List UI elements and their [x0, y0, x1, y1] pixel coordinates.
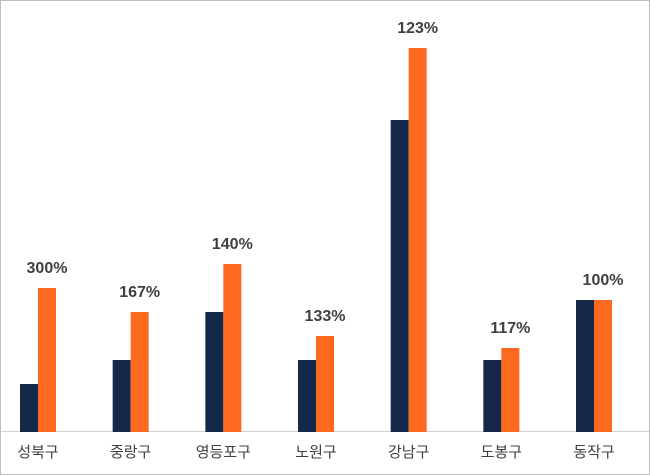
ratio-label: 117% [490, 320, 530, 337]
bar [390, 120, 409, 432]
bar [298, 360, 317, 432]
bar [576, 300, 595, 432]
x-tick-label: 영등포구 [196, 444, 251, 461]
x-tick-label: 성북구 [17, 444, 58, 461]
bar [205, 312, 224, 432]
ratio-label: 100% [583, 272, 624, 289]
ratio-label: 167% [119, 284, 160, 301]
x-tick-label: 동작구 [573, 444, 614, 461]
bar [223, 264, 242, 432]
ratio-label: 123% [397, 20, 438, 37]
ratio-label: 300% [27, 260, 68, 277]
bar [38, 288, 56, 432]
bar [20, 384, 38, 432]
bar [501, 348, 520, 432]
bar [594, 300, 613, 432]
bar [408, 48, 427, 432]
x-tick-label: 노원구 [295, 444, 336, 461]
ratio-label: 140% [212, 236, 253, 253]
x-tick-label: 강남구 [388, 444, 429, 461]
ratio-label: 133% [305, 308, 346, 325]
bar [483, 360, 502, 432]
x-tick-label: 도봉구 [481, 444, 522, 461]
x-tick-label: 중랑구 [110, 444, 151, 461]
bar [130, 312, 149, 432]
bar [112, 360, 131, 432]
bar [316, 336, 335, 432]
